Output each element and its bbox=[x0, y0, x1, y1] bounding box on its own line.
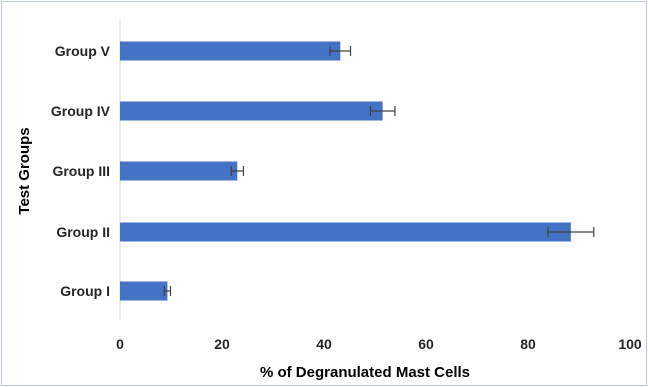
y-tick-label-group-ii: Group II bbox=[56, 224, 110, 240]
bar-group-ii bbox=[120, 222, 571, 242]
x-tick-label-0: 0 bbox=[116, 336, 124, 352]
error-bar-group-i bbox=[163, 286, 172, 296]
error-bar-group-ii bbox=[547, 227, 595, 237]
x-tick-label-60: 60 bbox=[418, 336, 434, 352]
x-axis-title: % of Degranulated Mast Cells bbox=[260, 364, 470, 381]
bar-group-i bbox=[120, 281, 168, 301]
y-axis-title: Test Groups bbox=[16, 127, 33, 214]
error-bar-group-v bbox=[329, 46, 352, 56]
error-bar-group-iii bbox=[230, 166, 245, 176]
y-tick-label-group-iv: Group IV bbox=[51, 103, 111, 119]
error-bar-group-iv bbox=[369, 106, 396, 116]
error-bars-layer bbox=[163, 46, 595, 296]
bar-group-iii bbox=[120, 161, 238, 181]
y-tick-label-group-v: Group V bbox=[55, 43, 111, 59]
bars-layer bbox=[120, 41, 571, 301]
x-tick-label-20: 20 bbox=[214, 336, 230, 352]
y-tick-labels: Group I Group II Group III Group IV Group V bbox=[51, 43, 111, 299]
bar-group-iv bbox=[120, 101, 383, 121]
x-tick-labels: 0 20 40 60 80 100 bbox=[116, 336, 642, 352]
x-tick-label-80: 80 bbox=[520, 336, 536, 352]
y-tick-label-group-iii: Group III bbox=[52, 163, 110, 179]
x-tick-label-100: 100 bbox=[618, 336, 642, 352]
y-tick-label-group-i: Group I bbox=[60, 283, 110, 299]
x-tick-label-40: 40 bbox=[316, 336, 332, 352]
bar-group-v bbox=[120, 41, 341, 61]
